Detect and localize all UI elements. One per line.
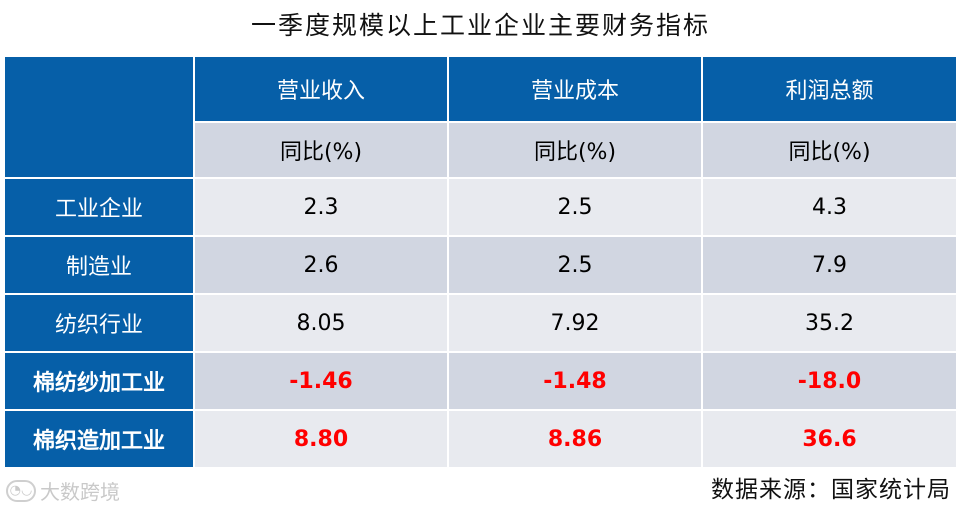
- watermark: ◔◡ 大数跨境: [6, 476, 120, 505]
- data-cell: 2.5: [447, 177, 703, 237]
- data-cell: -18.0: [701, 351, 958, 411]
- data-cell: -1.48: [447, 351, 703, 411]
- corner-cell: [3, 55, 195, 179]
- data-cell: 7.92: [447, 293, 703, 353]
- subheader-yoy: 同比(%): [193, 121, 449, 179]
- financial-indicators-table: 营业收入 营业成本 利润总额 同比(%) 同比(%) 同比(%) 工业企业 2.…: [3, 55, 958, 469]
- table-title: 一季度规模以上工业企业主要财务指标: [250, 11, 710, 40]
- column-header-revenue: 营业收入: [193, 55, 449, 123]
- row-label: 棉织造加工业: [3, 409, 195, 469]
- table-row: 棉纺纱加工业 -1.46 -1.48 -18.0: [3, 351, 958, 411]
- data-cell: 4.3: [701, 177, 958, 237]
- table-row: 制造业 2.6 2.5 7.9: [3, 235, 958, 295]
- subheader-yoy: 同比(%): [701, 121, 958, 179]
- row-label: 棉纺纱加工业: [3, 351, 195, 411]
- data-cell: 8.05: [193, 293, 449, 353]
- data-cell: 7.9: [701, 235, 958, 295]
- data-cell: 2.6: [193, 235, 449, 295]
- row-label: 纺织行业: [3, 293, 195, 353]
- data-cell: 35.2: [701, 293, 958, 353]
- row-label: 工业企业: [3, 177, 195, 237]
- data-cell: 8.80: [193, 409, 449, 469]
- data-cell: -1.46: [193, 351, 449, 411]
- data-source-note: 数据来源：国家统计局: [711, 477, 951, 503]
- column-header-cost: 营业成本: [447, 55, 703, 123]
- watermark-logo-icon: ◔◡: [6, 479, 36, 502]
- row-label: 制造业: [3, 235, 195, 295]
- data-cell: 2.5: [447, 235, 703, 295]
- watermark-text: 大数跨境: [40, 480, 120, 504]
- table-row: 工业企业 2.3 2.5 4.3: [3, 177, 958, 237]
- data-cell: 36.6: [701, 409, 958, 469]
- subheader-yoy: 同比(%): [447, 121, 703, 179]
- data-cell: 2.3: [193, 177, 449, 237]
- data-cell: 8.86: [447, 409, 703, 469]
- column-header-profit: 利润总额: [701, 55, 958, 123]
- table-row: 棉织造加工业 8.80 8.86 36.6: [3, 409, 958, 469]
- table-row: 纺织行业 8.05 7.92 35.2: [3, 293, 958, 353]
